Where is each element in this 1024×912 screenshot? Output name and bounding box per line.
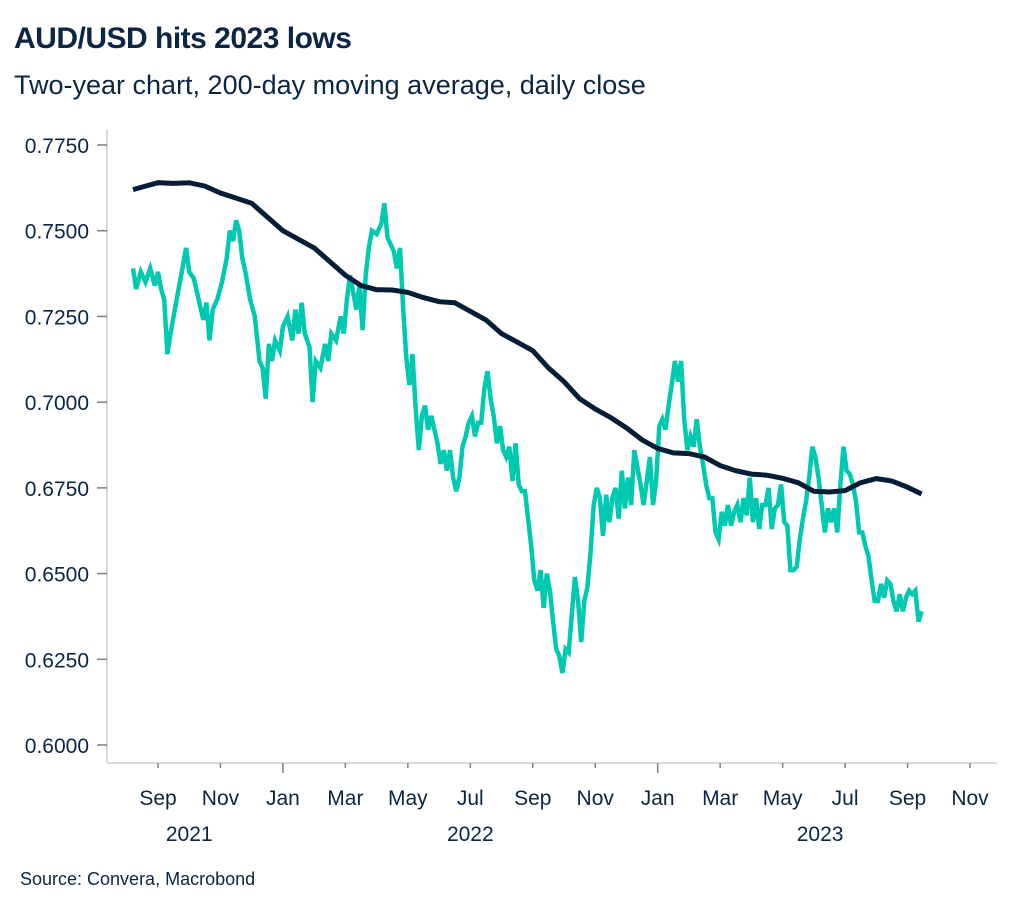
- y-tick-label: 0.7000: [25, 392, 89, 415]
- axes: [106, 130, 997, 764]
- y-tick-label: 0.6000: [25, 735, 89, 758]
- x-tick-label: Nov: [577, 787, 615, 810]
- y-tick-label: 0.7750: [25, 135, 89, 158]
- x-tick-label: Sep: [889, 787, 926, 810]
- x-tick-label: May: [763, 787, 803, 810]
- source-note: Source: Convera, Macrobond: [20, 869, 256, 889]
- x-tick-label: Sep: [514, 787, 551, 810]
- y-axis: 0.7750 0.7500 0.7250 0.7000 0.6750 0.6500 0.62…: [25, 135, 107, 758]
- year-label: 2021: [166, 823, 213, 846]
- x-tick-label: Jul: [457, 787, 484, 810]
- y-tick-label: 0.7250: [25, 306, 89, 329]
- x-tick-label: Mar: [702, 787, 738, 810]
- spot-price-line: [130, 202, 924, 674]
- chart-title: AUD/USD hits 2023 lows: [14, 22, 352, 55]
- y-tick-label: 0.6250: [25, 649, 89, 672]
- x-tick-label: Nov: [202, 787, 240, 810]
- x-tick-label: Jul: [832, 787, 859, 810]
- year-label: 2023: [797, 823, 844, 846]
- y-tick-label: 0.6750: [25, 478, 89, 501]
- x-tick-label: Sep: [139, 787, 176, 810]
- y-tick-label: 0.6500: [25, 564, 89, 587]
- x-tick-label: Nov: [951, 787, 989, 810]
- x-tick-label: Jan: [641, 787, 675, 810]
- moving-average-line: [132, 180, 923, 497]
- x-axis: Sep Nov Jan Mar May Jul Sep Nov Jan Mar May Jul Sep N…: [139, 763, 989, 846]
- year-label: 2022: [447, 823, 494, 846]
- y-tick-label: 0.7500: [25, 221, 89, 244]
- x-tick-label: May: [388, 787, 428, 810]
- x-tick-label: Mar: [327, 787, 363, 810]
- chart-subtitle: Two-year chart, 200-day moving average, …: [14, 70, 646, 100]
- series-group: [130, 180, 924, 674]
- x-tick-label: Jan: [266, 787, 300, 810]
